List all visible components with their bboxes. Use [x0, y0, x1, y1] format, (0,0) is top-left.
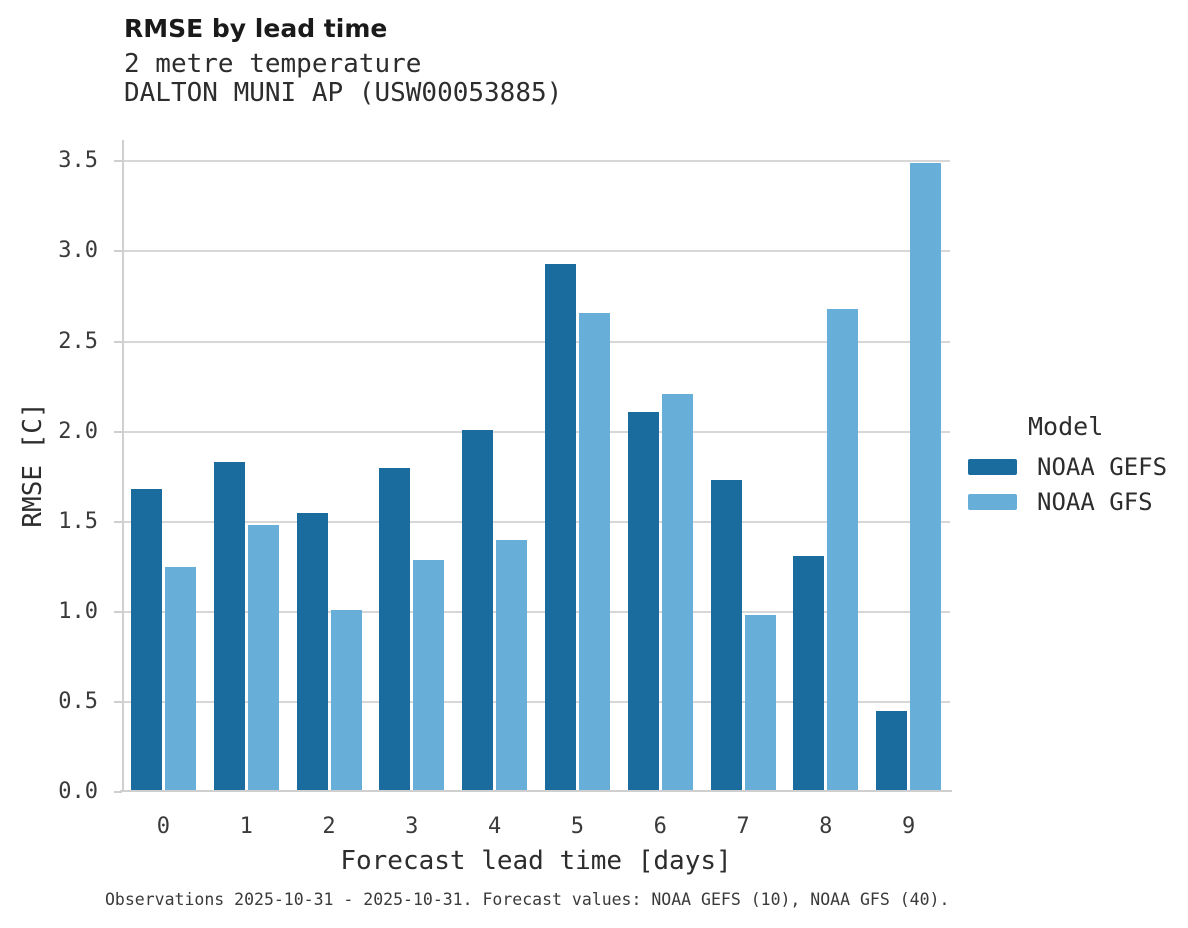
- y-tick-mark-0.0: [114, 791, 122, 793]
- bar-noaa-gefs-lead-3: [379, 467, 411, 792]
- bar-noaa-gfs-lead-9: [910, 163, 942, 792]
- y-tick-label-2.0: 2.0: [58, 418, 98, 444]
- legend-title: Model: [1028, 412, 1104, 441]
- legend-items: NOAA GEFS NOAA GFS: [968, 449, 1183, 519]
- bar-noaa-gfs-lead-4: [496, 539, 528, 792]
- legend: Model NOAA GEFS NOAA GFS: [968, 412, 1183, 519]
- bar-noaa-gfs-lead-3: [413, 559, 445, 792]
- bar-noaa-gfs-lead-1: [247, 525, 279, 792]
- y-tick-label-3.0: 3.0: [58, 238, 98, 264]
- bar-noaa-gefs-lead-6: [627, 411, 659, 792]
- legend-item-noaa-gefs: NOAA GEFS: [968, 449, 1183, 484]
- y-axis-spine: [122, 140, 124, 792]
- legend-swatch-noaa-gfs: [968, 493, 1017, 510]
- gridline-2.0: [122, 430, 950, 433]
- bar-noaa-gfs-lead-6: [661, 393, 693, 792]
- x-tick-label-9: 9: [901, 814, 916, 839]
- x-tick-label-7: 7: [736, 814, 750, 839]
- y-tick-mark-2.5: [114, 340, 122, 343]
- gridline-1.0: [122, 610, 950, 613]
- y-tick-label-2.5: 2.5: [58, 328, 98, 354]
- bar-noaa-gefs-lead-9: [876, 710, 908, 792]
- chart-subtitle-variable: 2 metre temperature: [124, 49, 422, 79]
- y-tick-label-1.0: 1.0: [58, 598, 98, 624]
- gridline-0.5: [122, 700, 950, 703]
- gridline-2.5: [122, 340, 950, 343]
- bar-noaa-gefs-lead-5: [544, 264, 576, 792]
- bar-noaa-gefs-lead-8: [793, 555, 825, 792]
- chart-title: RMSE by lead time: [124, 14, 388, 43]
- y-tick-label-0.5: 0.5: [58, 688, 98, 714]
- y-tick-label-3.5: 3.5: [58, 148, 98, 174]
- bar-noaa-gefs-lead-2: [296, 512, 328, 792]
- y-tick-mark-1.0: [114, 610, 122, 613]
- bar-noaa-gefs-lead-7: [710, 480, 742, 792]
- y-axis-tick-labels: 0.0 0.5 1.0 1.5 2.0 2.5 3.0 3.5: [40, 140, 98, 803]
- x-axis-title: Forecast lead time [days]: [340, 846, 732, 876]
- y-tick-mark-3.5: [114, 160, 122, 163]
- gridline-1.5: [122, 520, 950, 523]
- bar-noaa-gfs-lead-0: [164, 566, 196, 792]
- legend-label-noaa-gfs: NOAA GFS: [1037, 487, 1153, 516]
- x-axis-spine: [120, 790, 952, 792]
- bar-noaa-gfs-lead-7: [744, 615, 776, 792]
- legend-label-noaa-gefs: NOAA GEFS: [1037, 452, 1168, 481]
- x-tick-label-0: 0: [156, 814, 171, 839]
- bar-noaa-gfs-lead-5: [578, 312, 610, 792]
- gridline-3.5: [122, 160, 950, 163]
- bar-noaa-gfs-lead-2: [330, 610, 362, 792]
- gridline-3.0: [122, 250, 950, 253]
- chart-subtitle-station: DALTON MUNI AP (USW00053885): [124, 78, 563, 108]
- x-tick-label-6: 6: [653, 814, 667, 839]
- bar-noaa-gfs-lead-8: [827, 309, 859, 792]
- x-tick-label-8: 8: [819, 814, 833, 839]
- y-tick-label-0.0: 0.0: [58, 779, 98, 804]
- x-tick-label-1: 1: [239, 814, 253, 839]
- legend-item-noaa-gfs: NOAA GFS: [968, 484, 1183, 519]
- bar-noaa-gefs-lead-4: [462, 429, 494, 792]
- x-tick-label-2: 2: [322, 814, 336, 839]
- y-tick-mark-3.0: [114, 250, 122, 253]
- y-tick-mark-1.5: [114, 520, 122, 523]
- plot-area: [114, 140, 952, 793]
- legend-swatch-noaa-gefs: [968, 458, 1017, 475]
- bar-noaa-gefs-lead-0: [130, 489, 162, 792]
- x-tick-label-4: 4: [487, 814, 502, 839]
- x-tick-label-3: 3: [405, 814, 419, 839]
- x-tick-label-5: 5: [570, 814, 585, 839]
- footnote-caption: Observations 2025-10-31 - 2025-10-31. Fo…: [105, 890, 950, 909]
- y-tick-mark-2.0: [114, 430, 122, 433]
- y-tick-label-1.5: 1.5: [58, 508, 98, 534]
- bar-noaa-gefs-lead-1: [213, 462, 245, 792]
- y-tick-mark-0.5: [114, 700, 122, 703]
- x-axis-tick-labels: 0 1 2 3 4 5 6 7 8 9: [122, 814, 950, 840]
